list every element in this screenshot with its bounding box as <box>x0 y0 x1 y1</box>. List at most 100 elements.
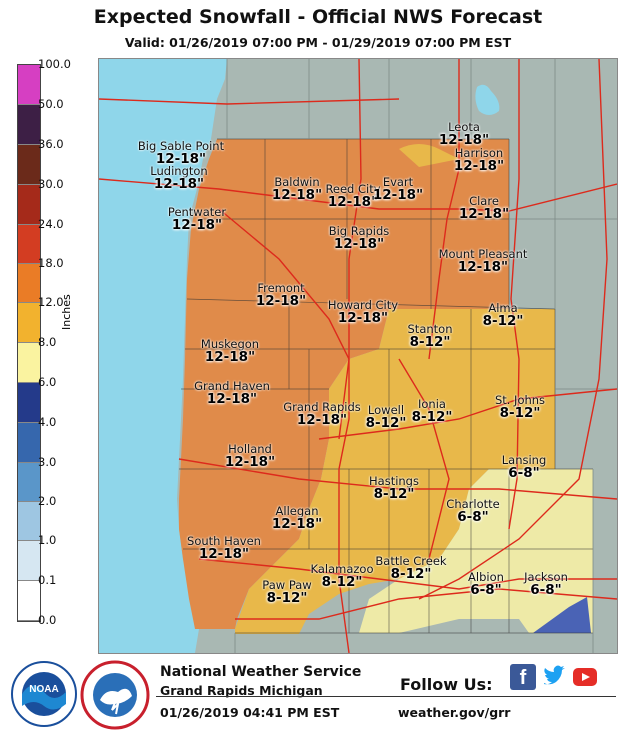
snowfall-range: 12-18" <box>171 217 223 234</box>
legend-tick-label: 0.1 <box>38 573 57 587</box>
zone-8-12 <box>235 309 555 634</box>
location-name: Howard City <box>327 298 399 312</box>
legend-swatch <box>18 502 40 541</box>
website-link[interactable]: weather.gov/grr <box>398 705 511 720</box>
legend-tick-label: 12.0 <box>38 295 64 309</box>
map-location-label: Big Rapids 12-18" <box>329 225 390 251</box>
location-name: Hastings <box>369 474 419 488</box>
location-name: Battle Creek <box>375 554 447 568</box>
location-name: Big Sable Point <box>137 139 225 153</box>
legend-swatch <box>18 65 40 105</box>
location-name: Leota <box>448 120 480 134</box>
legend-swatch <box>18 463 40 502</box>
location-name: Reed City <box>325 182 381 196</box>
location-name: Allegan <box>275 504 319 518</box>
snowfall-range: 12-18" <box>438 132 490 149</box>
location-name: Lowell <box>367 403 405 417</box>
legend-swatch <box>18 581 40 621</box>
legend-tick-label: 2.0 <box>38 494 57 508</box>
legend-swatch <box>18 225 40 264</box>
nws-logo <box>80 660 150 730</box>
location-name: Clare <box>469 194 499 208</box>
snowfall-range: 12-18" <box>271 187 323 204</box>
location-name: Harrison <box>454 146 504 160</box>
snowfall-range: 6-8" <box>457 509 489 526</box>
legend-tick-label: 50.0 <box>38 97 64 111</box>
footer: NOAA National Weather Service Grand Rapi… <box>0 654 636 750</box>
facebook-icon[interactable]: f <box>510 664 536 690</box>
location-name: Muskegon <box>200 337 260 351</box>
map-location-label: Allegan 12-18" <box>272 505 322 531</box>
legend-swatch <box>18 303 40 343</box>
footer-divider <box>156 696 616 697</box>
map-location-label: Albion 6-8" <box>468 571 504 597</box>
map-location-label: Lansing 6-8" <box>502 454 547 480</box>
map-location-label: Evart 12-18" <box>373 176 423 202</box>
snowfall-range: 8-12" <box>266 590 308 607</box>
legend-swatch <box>18 105 40 145</box>
snowfall-range: 8-12" <box>373 486 415 503</box>
office-name: National Weather Service <box>160 664 362 680</box>
map-location-label: Grand Haven 12-18" <box>194 380 270 406</box>
location-name: Lansing <box>501 453 547 467</box>
snowfall-range: 12-18" <box>204 349 256 366</box>
snowfall-range: 12-18" <box>457 259 509 276</box>
twitter-icon[interactable] <box>541 664 567 690</box>
snowfall-range: 6-8" <box>530 582 562 599</box>
location-name: Charlotte <box>446 497 500 511</box>
location-name: Grand Rapids <box>283 400 361 414</box>
location-name: Holland <box>228 442 272 456</box>
snowfall-range: 8-12" <box>390 566 432 583</box>
snowfall-range: 8-12" <box>365 415 407 432</box>
location-name: Ionia <box>418 397 446 411</box>
map-location-label: Holland 12-18" <box>225 443 275 469</box>
legend-tick-label: 1.0 <box>38 533 57 547</box>
snowfall-range: 12-18" <box>198 546 250 563</box>
youtube-icon[interactable] <box>572 664 598 690</box>
legend-swatch <box>18 145 40 185</box>
location-name: St. Johns <box>494 393 546 407</box>
snowfall-range: 12-18" <box>271 516 323 533</box>
zone-12-18 <box>179 139 509 629</box>
roads <box>99 59 617 653</box>
lake-michigan <box>99 59 227 653</box>
location-name: Baldwin <box>274 175 320 189</box>
map-location-label: Mount Pleasant 12-18" <box>439 248 528 274</box>
map-location-label: Pentwater 12-18" <box>168 206 226 232</box>
snowfall-range: 12-18" <box>372 187 424 204</box>
snowfall-range: 12-18" <box>206 391 258 408</box>
legend-swatch <box>18 185 40 225</box>
map-location-label: Kalamazoo 8-12" <box>311 563 374 589</box>
legend-swatch <box>18 264 40 303</box>
map-location-label: Grand Rapids 12-18" <box>283 401 361 427</box>
legend-tick-label: 3.0 <box>38 455 57 469</box>
legend-tick-label: 18.0 <box>38 256 64 270</box>
follow-us-label: Follow Us: <box>400 675 493 694</box>
map-location-label: Stanton 8-12" <box>408 323 453 349</box>
map-location-label: Big Sable Point 12-18" <box>138 140 224 166</box>
location-name: Paw Paw <box>262 578 312 592</box>
snowfall-range: 8-12" <box>482 313 524 330</box>
snowfall-range: 12-18" <box>153 176 205 193</box>
office-city: Grand Rapids Michigan <box>160 683 323 698</box>
location-name: Ludington <box>150 164 208 178</box>
legend-swatch <box>18 541 40 581</box>
snowfall-range: 12-18" <box>333 236 385 253</box>
snowfall-range: 12-18" <box>296 412 348 429</box>
issued-time: 01/26/2019 04:41 PM EST <box>160 705 340 720</box>
page-title: Expected Snowfall - Official NWS Forecas… <box>93 6 543 28</box>
map-location-label: Harrison 12-18" <box>454 147 504 173</box>
map-location-label: St. Johns 8-12" <box>495 394 545 420</box>
location-name: Fremont <box>257 281 305 295</box>
map-location-label: Hastings 8-12" <box>369 475 419 501</box>
snowfall-range: 12-18" <box>255 293 307 310</box>
map-location-label: Fremont 12-18" <box>256 282 306 308</box>
map-location-label: Leota 12-18" <box>439 121 489 147</box>
map-location-label: Ionia 8-12" <box>412 398 453 424</box>
location-name: Evart <box>382 175 414 189</box>
noaa-logo: NOAA <box>11 661 77 727</box>
map-location-label: Baldwin 12-18" <box>272 176 322 202</box>
legend-tick-label: 6.0 <box>38 375 57 389</box>
snowfall-range: 12-18" <box>458 206 510 223</box>
map-location-label: Charlotte 6-8" <box>446 498 499 524</box>
